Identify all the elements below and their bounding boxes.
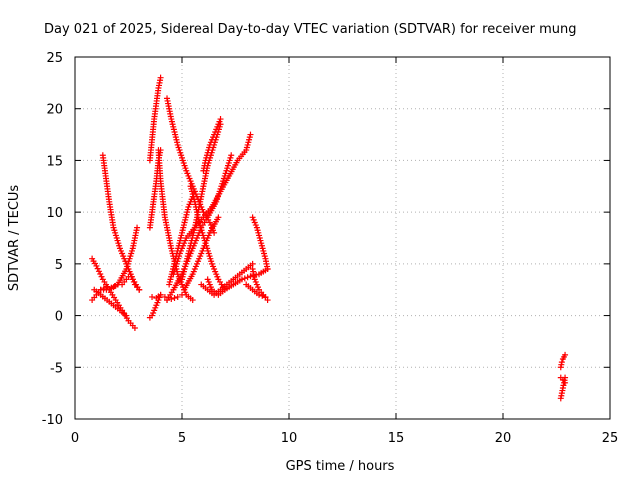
x-tick-label: 25 — [602, 431, 619, 446]
data-series — [91, 286, 130, 319]
data-series — [249, 214, 271, 273]
data-series — [200, 116, 224, 174]
data-point — [249, 260, 256, 267]
data-point — [256, 291, 263, 298]
data-point — [559, 376, 566, 383]
data-series — [170, 131, 254, 278]
data-point — [131, 324, 138, 331]
x-tick-label: 20 — [495, 431, 512, 446]
data-series — [243, 281, 269, 300]
y-tick-label: 10 — [46, 206, 63, 221]
data-point — [215, 214, 222, 221]
y-tick-label: 0 — [55, 310, 63, 325]
data-point-fill — [171, 294, 178, 301]
x-tick-label: 0 — [71, 431, 79, 446]
data-point — [93, 262, 100, 269]
data-series — [557, 374, 569, 402]
data-series — [97, 224, 141, 293]
data-point — [149, 293, 156, 300]
data-point — [238, 276, 245, 283]
data-point — [264, 297, 271, 304]
data-point — [157, 291, 164, 298]
data-point — [562, 379, 569, 386]
data-series — [204, 266, 271, 298]
data-series — [146, 74, 164, 164]
tick-labels: 0 5 10 15 20 25 -10 -5 0 5 10 15 20 25 — [42, 51, 619, 446]
data-point-fill — [94, 265, 101, 272]
chart-title: Day 021 of 2025, Sidereal Day-to-day VTE… — [44, 22, 577, 37]
data-series — [557, 351, 569, 371]
data-markers — [89, 74, 569, 402]
x-tick-label: 15 — [388, 431, 405, 446]
y-tick-label: 5 — [55, 258, 63, 273]
data-point-fill — [98, 273, 105, 280]
data-point — [562, 351, 569, 358]
data-point — [174, 293, 181, 300]
data-point — [217, 116, 224, 123]
data-point-fill — [244, 274, 251, 281]
y-tick-label: 20 — [46, 103, 63, 118]
data-point — [247, 131, 254, 138]
data-point — [264, 266, 271, 273]
data-point — [228, 152, 235, 159]
x-tick-label: 10 — [281, 431, 298, 446]
data-point — [262, 293, 269, 300]
data-point — [134, 224, 141, 231]
x-axis-label: GPS time / hours — [286, 459, 395, 474]
data-point-fill — [97, 270, 104, 277]
y-axis-label: SDTVAR / TECUs — [7, 185, 22, 292]
data-point — [157, 74, 164, 81]
data-series — [198, 260, 256, 298]
data-series — [99, 152, 143, 293]
data-point-fill — [241, 275, 248, 282]
y-tick-label: -10 — [42, 413, 63, 428]
y-tick-label: 25 — [46, 51, 63, 66]
data-point — [558, 359, 565, 366]
data-series — [119, 271, 143, 293]
data-point — [136, 286, 143, 293]
data-point — [189, 297, 196, 304]
data-point-fill — [95, 268, 102, 275]
data-series — [187, 183, 228, 293]
data-series — [557, 374, 569, 386]
y-tick-label: -5 — [50, 361, 63, 376]
axis-ticks — [74, 56, 611, 420]
plot-frame — [74, 56, 611, 420]
x-tick-label: 5 — [178, 431, 186, 446]
y-tick-label: 15 — [46, 154, 63, 169]
data-point-fill — [259, 292, 266, 299]
data-point — [123, 312, 130, 319]
